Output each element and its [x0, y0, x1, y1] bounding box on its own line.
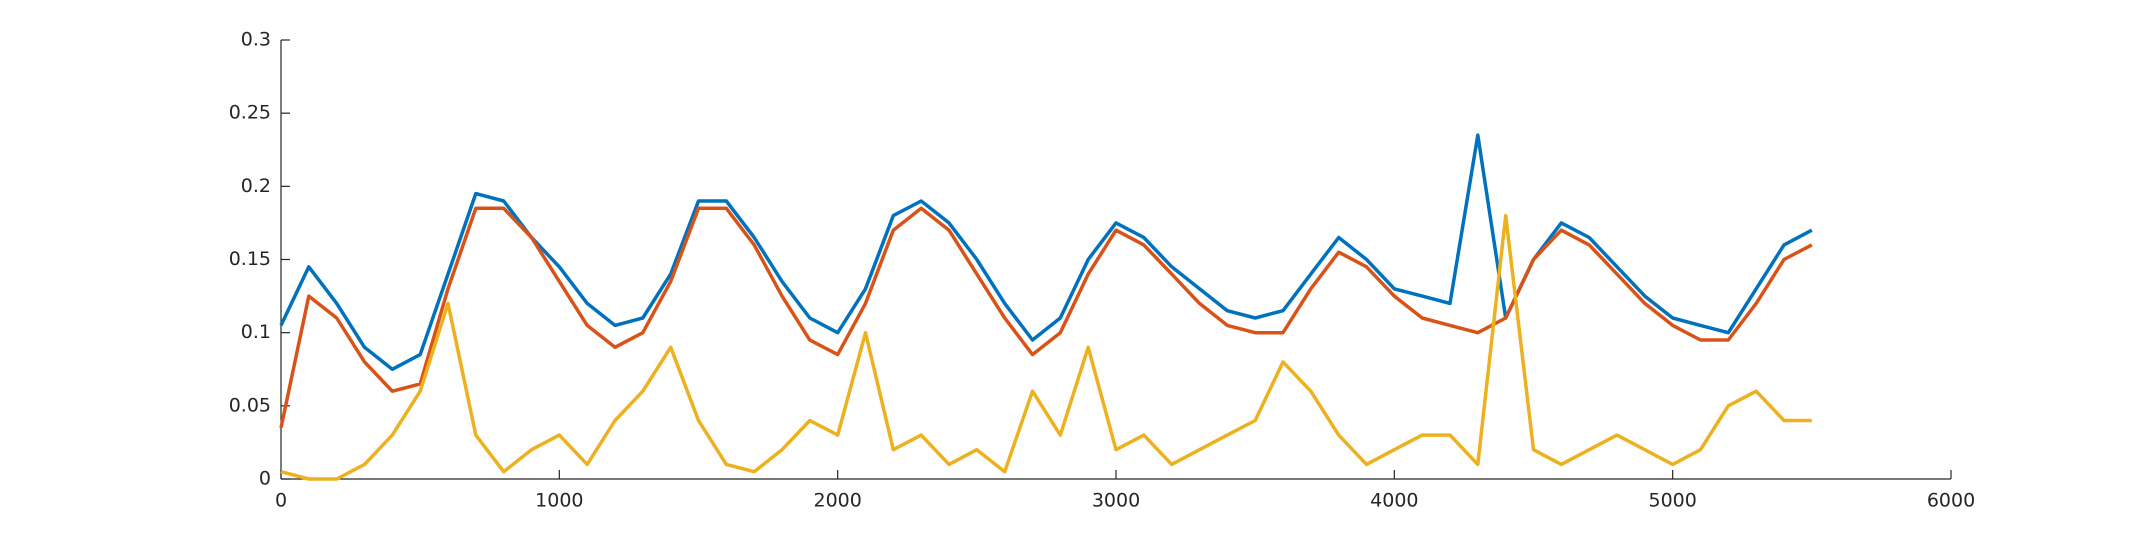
y-tick-label: 0.25	[229, 102, 271, 124]
x-tick-label: 1000	[535, 490, 583, 512]
x-tick-label: 4000	[1370, 490, 1418, 512]
y-tick-label: 0.3	[241, 29, 271, 51]
series-line	[280, 213, 1812, 481]
y-tick-label: 0.1	[241, 321, 271, 343]
series-line	[279, 133, 1813, 372]
y-tick-label: 0.15	[229, 248, 271, 270]
y-tick-label: 0.2	[241, 175, 271, 197]
x-tick-label: 6000	[1927, 490, 1975, 512]
x-tick-label: 2000	[813, 490, 861, 512]
x-tick-label: 0	[275, 490, 287, 512]
y-tick-label: 0.05	[229, 394, 271, 416]
series-line	[279, 206, 1813, 429]
y-tick-label: 0	[259, 468, 271, 490]
x-tick-label: 3000	[1092, 490, 1140, 512]
x-tick-label: 5000	[1648, 490, 1696, 512]
